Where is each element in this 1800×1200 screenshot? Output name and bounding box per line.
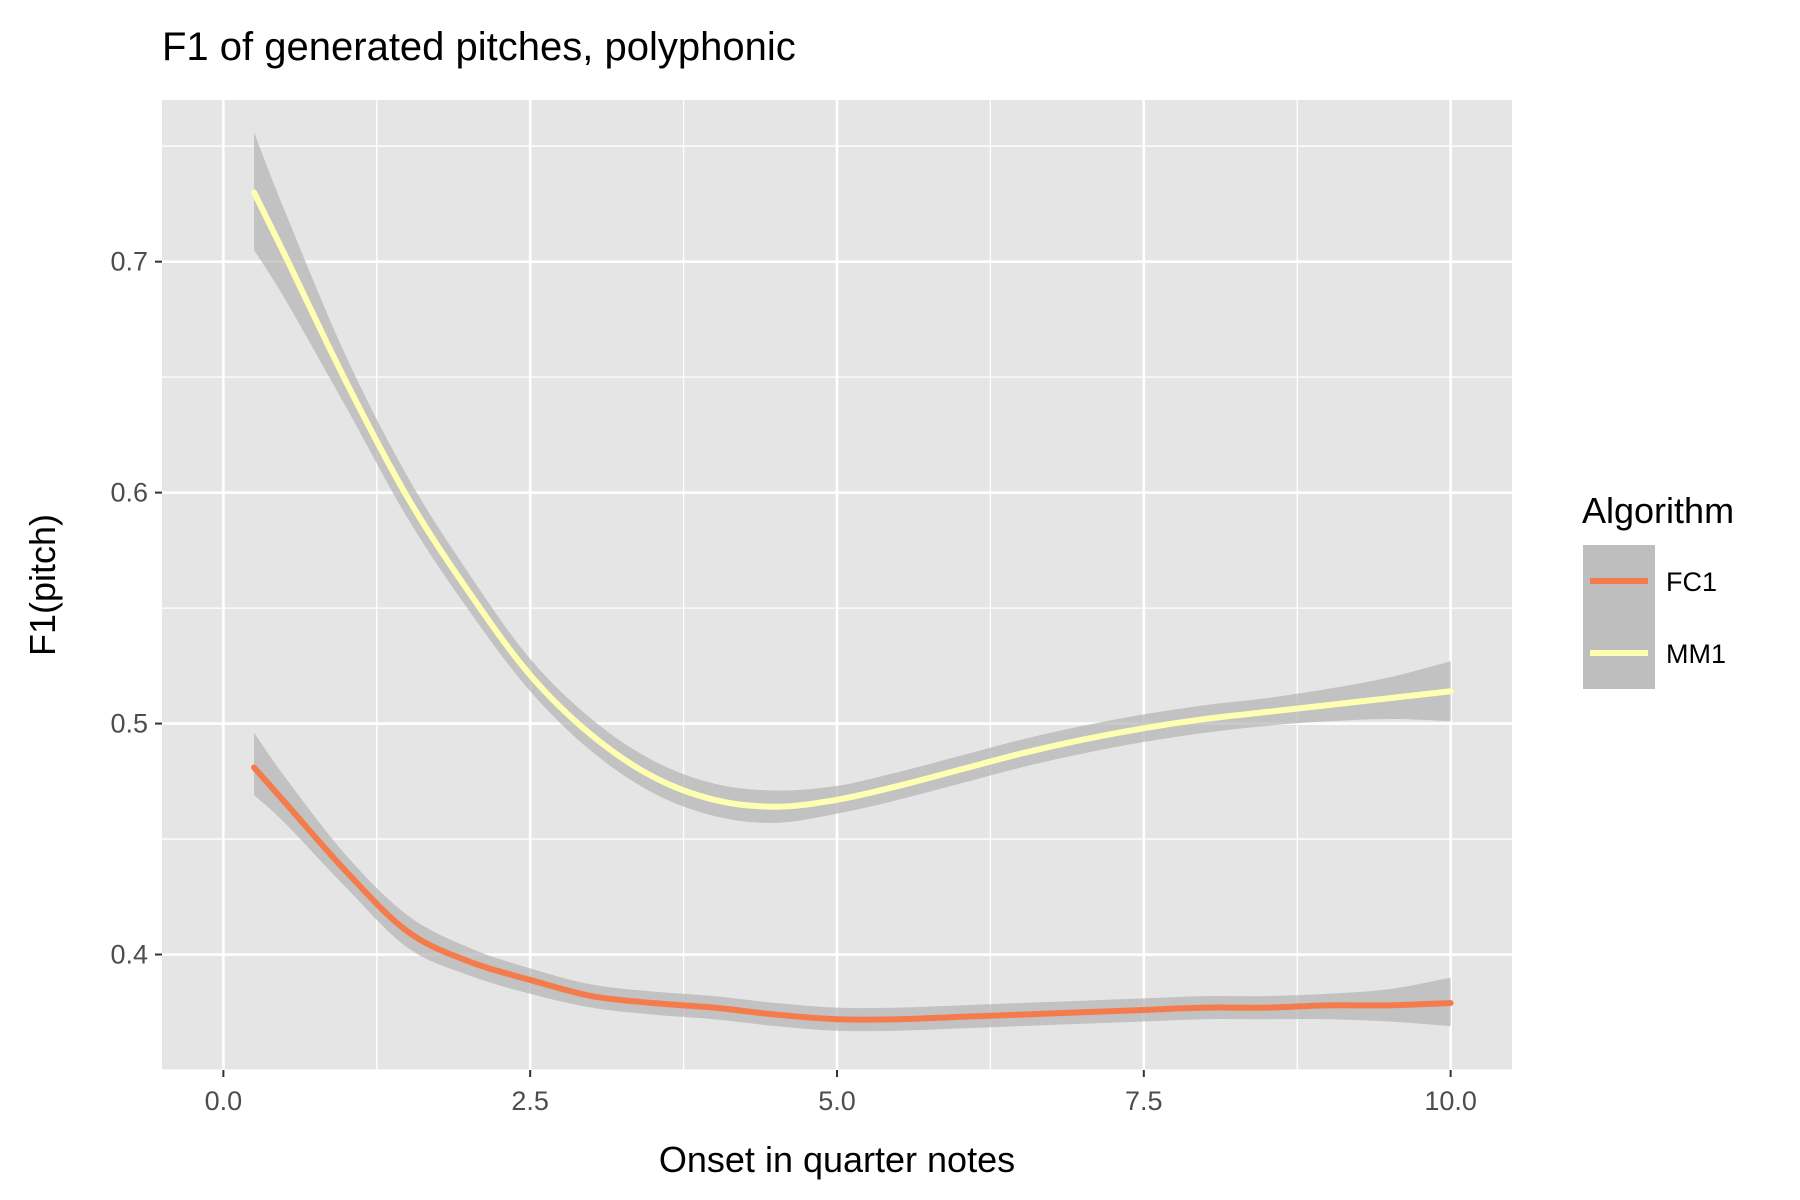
x-tick-label: 10.0 [1424, 1086, 1477, 1116]
series-line-mm1 [251, 189, 1454, 810]
x-axis-title: Onset in quarter notes [659, 1139, 1015, 1180]
legend-label: FC1 [1666, 567, 1717, 597]
y-tick-label: 0.6 [110, 478, 148, 508]
y-axis-title: F1(pitch) [22, 514, 63, 656]
y-tick-label: 0.5 [110, 709, 148, 739]
legend-item-fc1: FC1 [1583, 545, 1717, 617]
major-gridlines [162, 100, 1512, 1070]
confidence-ribbons [254, 132, 1451, 1032]
chart-title: F1 of generated pitches, polyphonic [162, 25, 796, 69]
series-lines [251, 189, 1454, 1023]
y-tick-label: 0.4 [110, 940, 148, 970]
x-tick-label: 2.5 [511, 1086, 549, 1116]
x-axis: 0.0 2.5 5.0 7.5 10.0 [205, 1070, 1477, 1116]
x-tick-label: 0.0 [205, 1086, 243, 1116]
x-tick-label: 5.0 [818, 1086, 856, 1116]
x-tick-label: 7.5 [1125, 1086, 1163, 1116]
y-tick-label: 0.7 [110, 247, 148, 277]
series-line-fc1 [251, 764, 1454, 1023]
legend-item-mm1: MM1 [1583, 617, 1726, 689]
legend-title: Algorithm [1582, 490, 1734, 531]
ribbon-fc1 [254, 732, 1451, 1032]
legend-label: MM1 [1666, 639, 1726, 669]
y-axis: 0.4 0.5 0.6 0.7 [110, 247, 162, 970]
legend: Algorithm FC1 MM1 [1582, 490, 1734, 689]
